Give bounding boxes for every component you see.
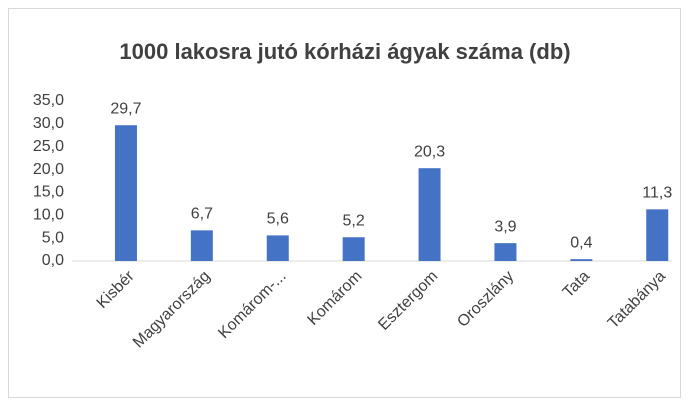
bar	[266, 235, 289, 261]
data-label: 20,3	[414, 143, 445, 160]
data-label: 3,9	[494, 218, 516, 235]
bar	[342, 237, 365, 261]
y-tick-label: 5,0	[42, 229, 64, 246]
y-tick-label: 25,0	[33, 138, 64, 155]
y-tick-label: 35,0	[33, 92, 64, 109]
y-tick-label: 15,0	[33, 184, 64, 201]
bar	[570, 259, 593, 261]
y-tick-label: 0,0	[42, 252, 64, 269]
bar	[114, 125, 137, 261]
data-label: 5,6	[267, 211, 289, 228]
data-label: 6,7	[191, 206, 213, 223]
data-label: 11,3	[642, 185, 672, 202]
y-tick-label: 20,0	[33, 161, 64, 178]
bar	[190, 230, 213, 261]
data-label: 0,4	[570, 234, 592, 251]
data-label: 29,7	[110, 100, 141, 117]
y-tick-label: 10,0	[33, 207, 64, 224]
chart-title: 1000 lakosra jutó kórházi ágyak száma (d…	[119, 39, 570, 64]
bar	[418, 168, 441, 261]
y-tick-label: 30,0	[33, 115, 64, 132]
chart-border	[8, 8, 681, 398]
bar	[494, 243, 517, 261]
bar	[646, 209, 669, 261]
data-label: 5,2	[343, 212, 365, 229]
